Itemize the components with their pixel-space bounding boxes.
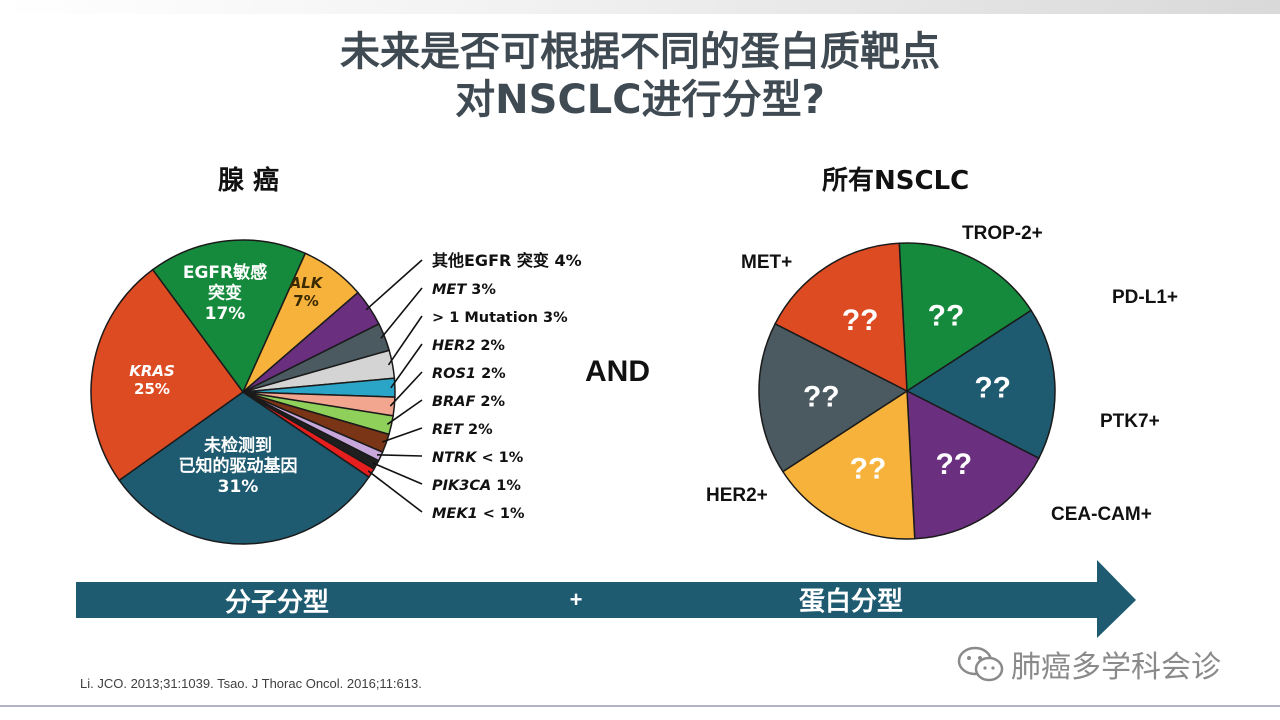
protein-label-ptk7: PTK7+ [1100,411,1160,432]
callout-label-ros1: ROS1 2% [432,366,506,382]
protein-label-met: MET+ [741,252,792,273]
protein-label-trop-2: TROP-2+ [962,223,1043,244]
callout-label-her2: HER2 2% [432,338,505,354]
slice-unknown-mark: ?? [935,448,972,481]
callout-label-ntrk: NTRK < 1% [432,450,524,466]
protein-label-cea-cam: CEA-CAM+ [1051,504,1152,525]
slide-title: 未来是否可根据不同的蛋白质靶点 对NSCLC进行分型? [0,28,1280,124]
slice-unknown-mark: ?? [842,304,879,337]
slice-unknown-mark: ?? [850,453,887,486]
protein-slice-pd-l1 [905,309,1056,460]
callout-line-6 [380,287,423,339]
arrow-left-label: 分子分型 [225,588,329,618]
protein-label-pd-l1: PD-L1+ [1112,287,1178,308]
arrow-plus-label: + [570,587,583,612]
callout-line-12 [376,454,423,457]
bottom-divider [0,705,1280,707]
arrow-shape [76,560,1136,638]
protein-slice-met [774,242,908,393]
watermark: 肺癌多学科会诊 [955,644,1221,685]
top-gradient-bar [0,0,1280,14]
watermark-text: 肺癌多学科会诊 [1011,650,1221,685]
slice-label-4: ALK 7% [289,274,324,310]
callout-line-8 [390,343,423,389]
pie-slice-1 [118,391,371,545]
title-line-2: 对NSCLC进行分型? [455,77,825,123]
slice-unknown-mark: ?? [928,300,965,333]
pie-slice-2 [90,268,245,482]
callout-line-7 [387,315,423,366]
pie-slice-3 [151,239,307,394]
callout-label-1-mutation-3: > 1 Mutation 3% [432,310,568,326]
arrow-right-label: 蛋白分型 [799,586,903,617]
wechat-icon [957,646,1004,682]
callout-label-braf: BRAF 2% [432,394,505,410]
slice-unknown-mark: ?? [974,372,1011,405]
slice-label-2: KRAS 25% [129,362,175,398]
slice-label-1: 未检测到已知的驱动基因 31% [179,435,298,497]
callout-label-met: MET 3% [432,282,496,298]
right-chart-heading: 所有NSCLC [822,166,970,196]
adenocarcinoma-pie: 未检测到已知的驱动基因 31% KRAS 25% EGFR敏感突变 17% ALK 7% 其他E… [90,239,582,545]
callout-label-mek1: MEK1 < 1% [432,506,525,522]
callout-line-14 [367,470,423,513]
title-line-1: 未来是否可根据不同的蛋白质靶点 [340,29,940,75]
callout-line-13 [372,462,423,485]
protein-slice-trop-2 [898,242,1033,393]
callout-label-egfr-4: 其他EGFR 突变 4% [432,251,582,270]
callout-label-ret: RET 2% [432,422,493,438]
left-chart-heading: 腺 癌 [218,166,280,196]
nsclc-protein-pie: ?? TROP-2+?? PD-L1+?? PTK7+?? CEA-CAM+?? HER2… [706,223,1178,540]
protein-slice-ptk7 [906,389,1040,540]
classification-arrow: 分子分型 + 蛋白分型 [76,560,1136,638]
slice-unknown-mark: ?? [803,381,840,414]
callout-line-5 [365,259,423,311]
callout-line-9 [389,371,423,407]
callout-line-10 [386,399,423,425]
callout-line-11 [382,427,423,443]
and-label: AND [585,355,650,388]
protein-slice-cea-cam [781,389,916,540]
slice-label-3: EGFR敏感突变 17% [183,262,267,324]
protein-slice-her2 [758,322,909,473]
reference-citation: Li. JCO. 2013;31:1039. Tsao. J Thorac On… [80,676,422,691]
protein-label-her2: HER2+ [706,485,768,506]
callout-label-pik3ca: PIK3CA 1% [432,478,521,494]
